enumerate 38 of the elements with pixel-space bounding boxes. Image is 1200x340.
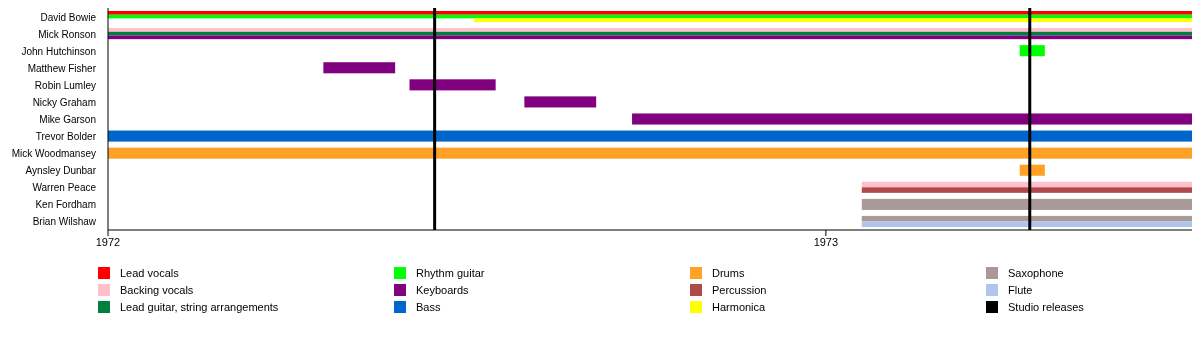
- legend-label: Flute: [1008, 283, 1033, 296]
- y-tick-label: Ken Fordham: [35, 199, 96, 211]
- legend-label: Bass: [416, 300, 441, 313]
- y-tick-label: John Hutchinson: [21, 45, 96, 57]
- y-tick-label: David Bowie: [40, 11, 97, 23]
- y-tick-label: Aynsley Dunbar: [25, 165, 97, 177]
- x-tick-label: 1973: [813, 235, 839, 248]
- y-tick-label: Warren Peace: [32, 182, 97, 194]
- legend-label: Keyboards: [416, 283, 469, 296]
- y-tick-label: Trevor Bolder: [35, 131, 97, 143]
- bar: [108, 28, 1192, 32]
- bar: [108, 130, 1192, 142]
- bar: [108, 147, 1192, 159]
- y-tick-label: Mick Woodmansey: [11, 148, 96, 160]
- y-tick-label: Brian Wilshaw: [32, 216, 97, 228]
- legend-label: Drums: [712, 266, 745, 279]
- bar: [861, 221, 1192, 227]
- legend-label: Lead vocals: [120, 266, 179, 279]
- bar: [474, 18, 1192, 23]
- legend-label: Harmonica: [712, 300, 766, 313]
- legend-label: Lead guitar, string arrangements: [120, 300, 279, 313]
- y-tick-label: Robin Lumley: [34, 79, 96, 91]
- legend-label: Rhythm guitar: [416, 266, 485, 279]
- y-tick-label: Nicky Graham: [32, 96, 96, 108]
- legend-label: Saxophone: [1008, 266, 1064, 279]
- y-tick-label: Matthew Fisher: [27, 62, 97, 74]
- legend-label: Backing vocals: [120, 283, 194, 296]
- legend-label: Percussion: [712, 283, 767, 296]
- bar: [632, 113, 1192, 125]
- bar: [409, 79, 496, 91]
- y-tick-label: Mike Garson: [39, 114, 96, 125]
- bar: [323, 62, 396, 74]
- legend-label: Studio releases: [1008, 300, 1084, 313]
- bar: [861, 187, 1192, 193]
- bar: [108, 11, 1192, 15]
- bar: [524, 96, 597, 108]
- y-tick-label: Mick Ronson: [38, 28, 96, 40]
- x-tick-label: 1972: [95, 235, 121, 248]
